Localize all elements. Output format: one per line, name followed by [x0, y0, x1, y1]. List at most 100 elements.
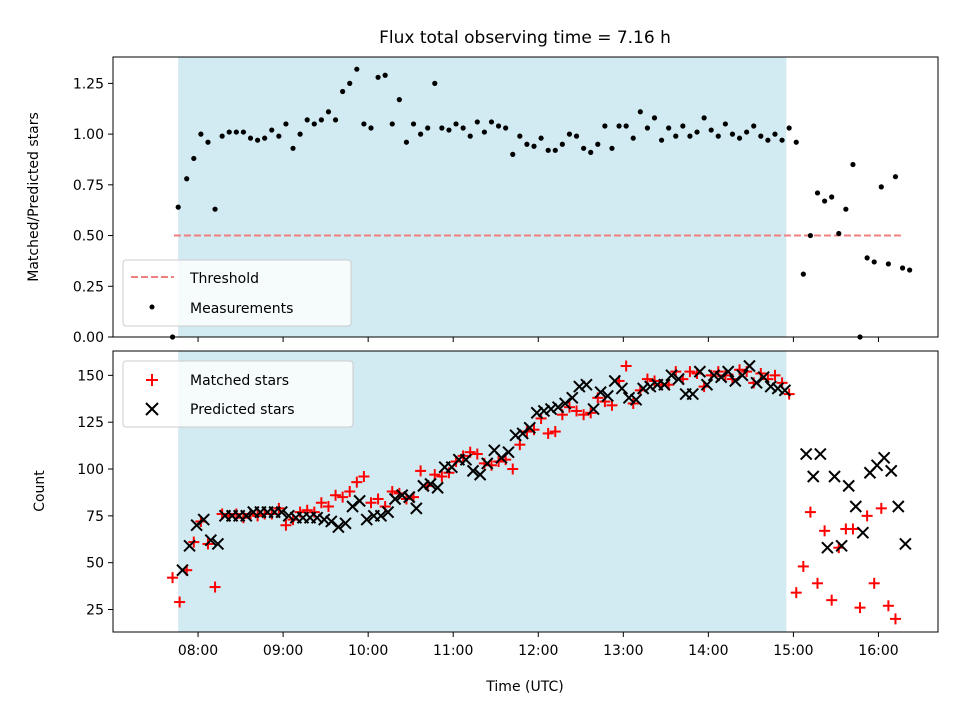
- measurement-point: [793, 139, 799, 145]
- matched-star-point: [819, 525, 831, 537]
- measurement-point: [786, 125, 792, 131]
- predicted-star-point: [204, 533, 218, 547]
- top-y-tick-label: 0.25: [73, 279, 104, 295]
- bottom-y-axis-label: Count: [32, 470, 48, 512]
- matched-star-point: [549, 426, 561, 438]
- measurement-point: [340, 88, 346, 95]
- predicted-star-point: [707, 369, 721, 382]
- measurement-point: [240, 129, 247, 135]
- measurement-point: [814, 190, 821, 196]
- matched-star-point: [620, 360, 632, 372]
- chart-title: Flux total observing time = 7.16 h: [379, 28, 671, 48]
- predicted-star-point: [360, 513, 373, 526]
- predicted-star-point: [764, 380, 777, 393]
- measurement-point: [175, 204, 181, 210]
- measurement-point: [658, 137, 665, 143]
- x-tick-label: 08:00: [178, 643, 218, 659]
- top-x-ticks: [197, 337, 879, 342]
- predicted-star-point: [310, 511, 324, 524]
- top-legend: Threshold Measurements: [122, 259, 352, 327]
- matched-star-point: [167, 572, 179, 584]
- measurement-point: [191, 155, 197, 162]
- matched-star-point: [847, 523, 859, 535]
- measurement-point: [354, 66, 360, 72]
- measurement-point: [552, 147, 558, 153]
- predicted-star-point: [778, 384, 792, 397]
- predicted-star-point: [856, 526, 870, 539]
- measurement-point: [715, 133, 721, 139]
- measurement-point: [488, 119, 495, 125]
- predicted-star-point: [771, 382, 785, 395]
- measurement-point: [439, 125, 445, 131]
- measurement-point: [729, 131, 736, 137]
- matched-star-point: [507, 463, 519, 475]
- predicted-star-point: [644, 380, 657, 393]
- x-tick-label: 16:00: [858, 643, 898, 659]
- measurement-point: [644, 125, 651, 131]
- measurement-point: [708, 127, 714, 133]
- measurement-point: [722, 121, 728, 127]
- predicted-star-point: [693, 365, 707, 378]
- measurement-point: [184, 176, 190, 182]
- predicted-star-point: [551, 400, 565, 414]
- predicted-star-point: [892, 500, 905, 513]
- top-legend-box: [122, 259, 352, 327]
- predicted-star-point: [877, 451, 891, 464]
- measurement-point: [425, 125, 431, 131]
- matched-star-point: [684, 366, 696, 378]
- matched-star-point: [322, 500, 334, 512]
- x-tick-label: 12:00: [518, 643, 558, 659]
- measurement-point: [467, 133, 473, 139]
- measurement-point: [347, 80, 353, 86]
- measurement-point: [736, 135, 743, 141]
- measurement-point: [262, 135, 268, 141]
- measurement-point: [474, 119, 480, 125]
- measurement-point: [772, 131, 778, 137]
- measurement-point: [602, 123, 608, 129]
- predicted-star-point: [814, 447, 827, 461]
- measurement-point: [687, 133, 693, 139]
- x-tick-label: 13:00: [603, 643, 643, 659]
- matched-star-point: [372, 493, 384, 505]
- x-axis-label: Time (UTC): [485, 679, 563, 695]
- predicted-star-point: [353, 494, 366, 508]
- measurement-point: [368, 125, 374, 131]
- measurement-point: [581, 145, 587, 151]
- predicted-star-point: [431, 481, 444, 494]
- predicted-star-point: [721, 365, 735, 378]
- predicted-star-point: [743, 359, 756, 373]
- predicted-star-point: [381, 505, 395, 519]
- x-tick-label: 14:00: [688, 643, 728, 659]
- measurement-point: [269, 127, 275, 133]
- matched-star-point: [571, 405, 583, 417]
- measurement-point: [680, 123, 686, 129]
- measurement-point: [744, 129, 750, 135]
- measurement-point: [517, 133, 523, 139]
- predicted-star-point: [197, 513, 210, 526]
- x-tick-label: 10:00: [348, 643, 388, 659]
- measurement-point: [545, 147, 551, 153]
- predicted-star-point: [799, 447, 813, 461]
- predicted-star-point: [459, 453, 473, 466]
- matched-star-point: [174, 596, 186, 608]
- measurement-point: [410, 121, 417, 127]
- predicted-star-point: [750, 376, 763, 390]
- bottom-x-axis: 08:00 09:00 10:00 11:00 12:00 13:00 14:00 15:00…: [178, 632, 899, 659]
- measurement-point: [219, 133, 225, 139]
- matched-star-point: [875, 502, 887, 514]
- matched-star-point: [209, 581, 221, 593]
- predicted-star-point: [587, 402, 600, 416]
- measurement-point: [325, 109, 332, 115]
- matched-legend-label: Matched stars: [190, 373, 289, 389]
- measurement-point: [538, 135, 544, 141]
- matched-star-point: [436, 471, 448, 483]
- measurement-point: [503, 125, 509, 131]
- matched-star-point: [882, 600, 894, 612]
- matched-star-point: [351, 476, 363, 488]
- bottom-legend-box: [122, 360, 354, 428]
- predicted-star-point: [417, 479, 430, 493]
- measurement-point: [630, 135, 636, 141]
- measurement-point: [800, 271, 806, 277]
- bottom-panel: 25 50 75 100 125 150 08:00 09:00 10:00 11:00 12:0…: [32, 350, 939, 695]
- measurement-point: [779, 137, 785, 143]
